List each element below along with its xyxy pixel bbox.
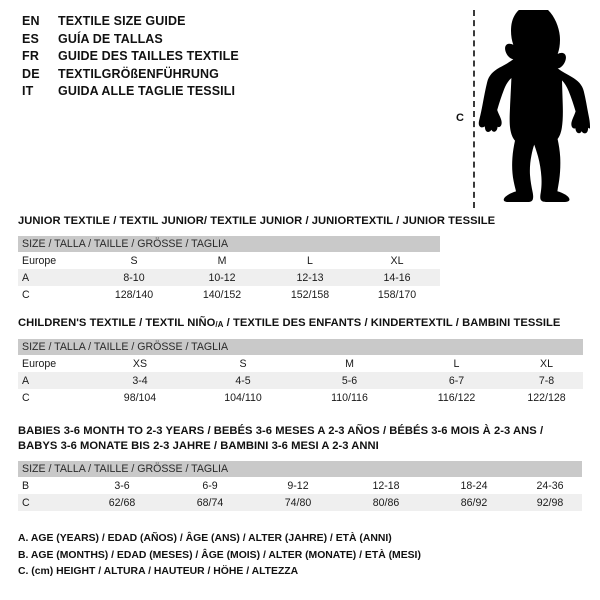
table-cell: S bbox=[190, 355, 296, 372]
language-title-block: EN TEXTILE SIZE GUIDE ES GUÍA DE TALLAS … bbox=[22, 14, 442, 102]
table-cell: 6-7 bbox=[403, 372, 510, 389]
babies-textile-section: BABIES 3-6 MONTH TO 2-3 YEARS / BEBÉS 3-… bbox=[18, 424, 582, 511]
size-band-label: SIZE / TALLA / TAILLE / GRÖSSE / TAGLIA bbox=[18, 461, 582, 477]
legend-line-b: B. AGE (MONTHS) / EDAD (MESES) / ÂGE (MO… bbox=[18, 549, 421, 561]
table-band-row: SIZE / TALLA / TAILLE / GRÖSSE / TAGLIA bbox=[18, 461, 582, 477]
language-title: TEXTILE SIZE GUIDE bbox=[58, 14, 186, 28]
table-cell: 158/170 bbox=[354, 286, 440, 303]
row-label: B bbox=[18, 477, 78, 494]
row-label: C bbox=[18, 286, 90, 303]
table-cell: 7-8 bbox=[510, 372, 583, 389]
children-title-subscript: /A bbox=[215, 320, 224, 329]
height-measure-label: C bbox=[456, 112, 464, 124]
babies-title-line-2: BABYS 3-6 MONATE BIS 2-3 JAHRE / BAMBINI… bbox=[18, 440, 379, 452]
table-cell: 152/158 bbox=[266, 286, 354, 303]
row-label: A bbox=[18, 372, 90, 389]
table-cell: 68/74 bbox=[166, 494, 254, 511]
children-textile-section: CHILDREN'S TEXTILE / TEXTIL NIÑO/A / TEX… bbox=[18, 316, 583, 406]
legend-line-a: A. AGE (YEARS) / EDAD (AÑOS) / ÂGE (ANS)… bbox=[18, 533, 392, 544]
height-diagram: C bbox=[448, 8, 596, 210]
language-title: TEXTILGRÖßENFÜHRUNG bbox=[58, 66, 219, 81]
row-label: A bbox=[18, 269, 90, 286]
babies-section-title: BABIES 3-6 MONTH TO 2-3 YEARS / BEBÉS 3-… bbox=[18, 424, 582, 454]
table-row: C 98/104 104/110 110/116 116/122 122/128 bbox=[18, 389, 583, 406]
table-cell: 9-12 bbox=[254, 477, 342, 494]
table-cell: 110/116 bbox=[296, 389, 403, 406]
table-row: C 62/68 68/74 74/80 80/86 86/92 92/98 bbox=[18, 494, 582, 511]
table-cell: 86/92 bbox=[430, 494, 518, 511]
table-row: C 128/140 140/152 152/158 158/170 bbox=[18, 286, 440, 303]
legend-line-c: C. (cm) HEIGHT / ALTURA / HAUTEUR / HÖHE… bbox=[18, 566, 299, 577]
language-row: DE TEXTILGRÖßENFÜHRUNG bbox=[22, 67, 442, 85]
language-row: EN TEXTILE SIZE GUIDE bbox=[22, 14, 442, 32]
table-cell: 24-36 bbox=[518, 477, 582, 494]
table-row: A 3-4 4-5 5-6 6-7 7-8 bbox=[18, 372, 583, 389]
row-label: Europe bbox=[18, 355, 90, 372]
table-cell: 3-4 bbox=[90, 372, 190, 389]
height-dashed-line bbox=[473, 10, 475, 208]
table-band-row: SIZE / TALLA / TAILLE / GRÖSSE / TAGLIA bbox=[18, 339, 583, 355]
row-label: Europe bbox=[18, 252, 90, 269]
table-cell: 80/86 bbox=[342, 494, 430, 511]
table-cell: 140/152 bbox=[178, 286, 266, 303]
language-code: DE bbox=[22, 66, 40, 81]
language-code: FR bbox=[22, 49, 40, 63]
children-section-title: CHILDREN'S TEXTILE / TEXTIL NIÑO/A / TEX… bbox=[18, 316, 583, 332]
children-size-table: SIZE / TALLA / TAILLE / GRÖSSE / TAGLIA … bbox=[18, 339, 583, 406]
table-cell: 98/104 bbox=[90, 389, 190, 406]
table-cell: XL bbox=[510, 355, 583, 372]
language-title: GUÍA DE TALLAS bbox=[58, 31, 163, 46]
table-cell: 5-6 bbox=[296, 372, 403, 389]
table-cell: 18-24 bbox=[430, 477, 518, 494]
toddler-silhouette-icon bbox=[478, 10, 590, 202]
table-cell: 122/128 bbox=[510, 389, 583, 406]
table-cell: 62/68 bbox=[78, 494, 166, 511]
junior-size-table: SIZE / TALLA / TAILLE / GRÖSSE / TAGLIA … bbox=[18, 236, 440, 303]
table-cell: 104/110 bbox=[190, 389, 296, 406]
babies-size-table: SIZE / TALLA / TAILLE / GRÖSSE / TAGLIA … bbox=[18, 461, 582, 511]
table-cell: 4-5 bbox=[190, 372, 296, 389]
language-code: IT bbox=[22, 84, 34, 98]
table-cell: 12-13 bbox=[266, 269, 354, 286]
table-cell: 6-9 bbox=[166, 477, 254, 494]
row-label: C bbox=[18, 389, 90, 406]
measurement-legend: A. AGE (YEARS) / EDAD (AÑOS) / ÂGE (ANS)… bbox=[18, 531, 582, 581]
table-cell: 8-10 bbox=[90, 269, 178, 286]
table-cell: 12-18 bbox=[342, 477, 430, 494]
language-code: EN bbox=[22, 14, 40, 28]
table-cell: 116/122 bbox=[403, 389, 510, 406]
size-band-label: SIZE / TALLA / TAILLE / GRÖSSE / TAGLIA bbox=[18, 339, 583, 355]
table-cell: 92/98 bbox=[518, 494, 582, 511]
table-cell: 128/140 bbox=[90, 286, 178, 303]
table-cell: 14-16 bbox=[354, 269, 440, 286]
row-label: C bbox=[18, 494, 78, 511]
table-cell: M bbox=[178, 252, 266, 269]
table-cell: 3-6 bbox=[78, 477, 166, 494]
language-row: ES GUÍA DE TALLAS bbox=[22, 32, 442, 50]
babies-title-line-1: BABIES 3-6 MONTH TO 2-3 YEARS / BEBÉS 3-… bbox=[18, 425, 544, 437]
table-cell: 10-12 bbox=[178, 269, 266, 286]
children-title-post: / TEXTILE DES ENFANTS / KINDERTEXTIL / B… bbox=[223, 317, 561, 329]
table-cell: L bbox=[266, 252, 354, 269]
table-cell: S bbox=[90, 252, 178, 269]
table-row: A 8-10 10-12 12-13 14-16 bbox=[18, 269, 440, 286]
language-row: IT GUIDA ALLE TAGLIE TESSILI bbox=[22, 84, 442, 102]
table-cell: XL bbox=[354, 252, 440, 269]
table-cell: 74/80 bbox=[254, 494, 342, 511]
table-cell: XS bbox=[90, 355, 190, 372]
table-cell: L bbox=[403, 355, 510, 372]
language-title: GUIDA ALLE TAGLIE TESSILI bbox=[58, 84, 236, 98]
junior-textile-section: JUNIOR TEXTILE / TEXTIL JUNIOR/ TEXTILE … bbox=[18, 214, 495, 303]
size-band-label: SIZE / TALLA / TAILLE / GRÖSSE / TAGLIA bbox=[18, 236, 440, 252]
language-code: ES bbox=[22, 31, 40, 46]
table-cell: M bbox=[296, 355, 403, 372]
table-row: Europe S M L XL bbox=[18, 252, 440, 269]
children-title-pre: CHILDREN'S TEXTILE / TEXTIL NIÑO bbox=[18, 317, 216, 329]
junior-section-title: JUNIOR TEXTILE / TEXTIL JUNIOR/ TEXTILE … bbox=[18, 215, 496, 227]
language-title: GUIDE DES TAILLES TEXTILE bbox=[58, 49, 239, 63]
table-row: B 3-6 6-9 9-12 12-18 18-24 24-36 bbox=[18, 477, 582, 494]
table-band-row: SIZE / TALLA / TAILLE / GRÖSSE / TAGLIA bbox=[18, 236, 440, 252]
language-row: FR GUIDE DES TAILLES TEXTILE bbox=[22, 49, 442, 67]
table-row: Europe XS S M L XL bbox=[18, 355, 583, 372]
